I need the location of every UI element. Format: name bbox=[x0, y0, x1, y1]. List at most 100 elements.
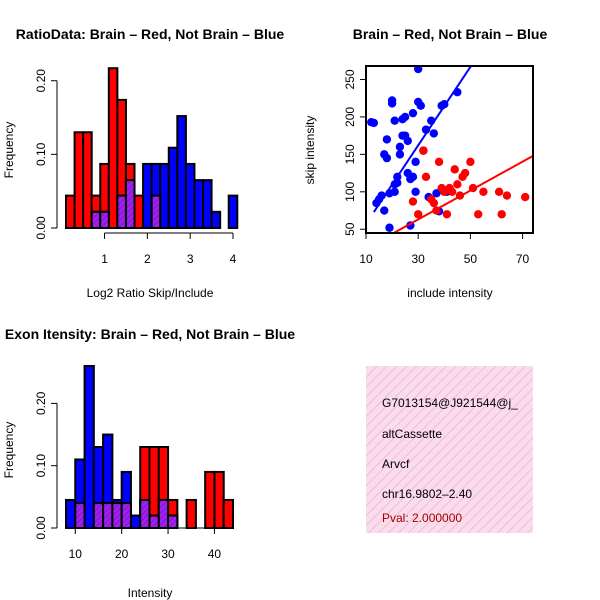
ratio-bar-brain-0.1 bbox=[65, 194, 76, 230]
scatter-y-tick-label: 50 bbox=[343, 222, 357, 236]
scatter-point-notbrain-15 bbox=[390, 187, 399, 197]
intensity-histogram-panel: Exon Itensity: Brain – Red, Not Brain – … bbox=[2, 326, 295, 600]
scatter-point-brain-2 bbox=[419, 146, 428, 155]
scatter-marks bbox=[367, 66, 533, 233]
scatter-y-tick-label: 250 bbox=[343, 69, 357, 89]
intensity-bar-overlap-26.00 bbox=[148, 514, 160, 529]
scatter-point-notbrain-39 bbox=[429, 129, 439, 138]
scatter-y-tick-label: 100 bbox=[343, 181, 357, 201]
ratio-histogram-panel: RatioData: Brain – Red, Not Brain – Blue… bbox=[2, 26, 284, 300]
info-pval: Pval: 2.000000 bbox=[382, 511, 462, 525]
scatter-point-brain-3 bbox=[421, 172, 431, 182]
intensity-bar-overlap-18.00 bbox=[111, 502, 123, 530]
ratio-bar-notbrain-3.5 bbox=[210, 210, 222, 230]
intensity-xlabel: Intensity bbox=[128, 586, 173, 600]
scatter-point-brain-24 bbox=[502, 191, 512, 200]
intensity-y-tick-label: 0.20 bbox=[34, 391, 48, 415]
ratio-bar-notbrain-3.9 bbox=[227, 194, 239, 230]
ratio-bar-notbrain-2.5 bbox=[167, 146, 179, 229]
scatter-frame bbox=[365, 65, 534, 234]
info-line-gene: Arvcf bbox=[382, 457, 410, 471]
intensity-bar-brain-42 bbox=[222, 498, 235, 530]
intensity-bar-overlap-30.00 bbox=[167, 514, 179, 529]
scatter-point-brain-20 bbox=[474, 210, 483, 219]
scatter-plot-area: 10 30 50 70 50 100 150 200 250 bbox=[343, 65, 534, 266]
ratio-bar-overlap-1.30 bbox=[116, 194, 127, 230]
scatter-point-brain-1 bbox=[413, 210, 423, 219]
scatter-x-tick-label: 10 bbox=[359, 252, 373, 266]
ratio-x-tick-label: 2 bbox=[144, 252, 151, 266]
ratio-title: RatioData: Brain – Red, Not Brain – Blue bbox=[16, 26, 285, 42]
scatter-point-brain-5 bbox=[429, 198, 439, 208]
info-line-type: altCassette bbox=[382, 427, 442, 441]
scatter-point-brain-21 bbox=[479, 187, 488, 197]
scatter-point-notbrain-31 bbox=[411, 187, 420, 197]
scatter-point-notbrain-9 bbox=[385, 223, 394, 232]
scatter-point-brain-13 bbox=[450, 165, 459, 174]
intensity-plot-area: 10 20 30 40 0.00 0.10 0.20 bbox=[34, 365, 235, 561]
scatter-point-notbrain-18 bbox=[395, 142, 405, 152]
intensity-bar-overlap-24.00 bbox=[139, 498, 151, 530]
intensity-bar-overlap-28.00 bbox=[157, 498, 170, 530]
intensity-bar-notbrain-22 bbox=[129, 514, 142, 529]
scatter-point-notbrain-24 bbox=[403, 136, 412, 146]
scatter-point-notbrain-19 bbox=[395, 150, 405, 159]
ratio-bar-brain-1.1 bbox=[107, 67, 119, 229]
scatter-point-notbrain-34 bbox=[416, 101, 425, 110]
info-line-id: G7013154@J921544@j_ bbox=[382, 396, 518, 410]
scatter-point-notbrain-29 bbox=[408, 172, 418, 182]
intensity-bar-overlap-14.00 bbox=[92, 502, 105, 530]
scatter-point-brain-10 bbox=[442, 210, 452, 219]
intensity-bar-brain-34 bbox=[185, 498, 197, 530]
ratio-bar-notbrain-3.3 bbox=[202, 179, 213, 230]
scatter-point-notbrain-32 bbox=[413, 66, 423, 74]
intensity-x-tick-label: 30 bbox=[161, 547, 175, 561]
intensity-title: Exon Itensity: Brain – Red, Not Brain – … bbox=[5, 326, 295, 342]
scatter-point-notbrain-40 bbox=[432, 189, 441, 198]
intensity-bar-overlap-16.00 bbox=[102, 502, 114, 530]
intensity-ylabel: Frequency bbox=[2, 422, 16, 479]
ratio-x-tick-label: 1 bbox=[101, 252, 108, 266]
ratio-bar-overlap-2.10 bbox=[150, 194, 162, 230]
intensity-bar-notbrain-12 bbox=[83, 365, 95, 529]
scatter-point-brain-12 bbox=[447, 187, 457, 197]
intensity-y-tick-label: 0.10 bbox=[34, 454, 48, 478]
ratio-bar-notbrain-2.3 bbox=[159, 162, 170, 230]
ratio-y-tick-label: 0.00 bbox=[34, 216, 48, 240]
ratio-bar-brain-1.7 bbox=[133, 194, 145, 230]
scatter-point-notbrain-13 bbox=[390, 116, 399, 125]
intensity-bar-brain-40 bbox=[213, 470, 225, 529]
intensity-x-tick-label: 40 bbox=[208, 547, 222, 561]
info-line-location: chr16.9802–2.40 bbox=[382, 487, 472, 501]
scatter-fit-line-notbrain bbox=[372, 66, 473, 213]
ratio-bar-notbrain-2.9 bbox=[184, 162, 196, 230]
ratio-bar-notbrain-1.9 bbox=[142, 162, 153, 230]
intensity-bar-overlap-10.00 bbox=[74, 502, 86, 530]
scatter-x-tick-label: 70 bbox=[516, 252, 530, 266]
ratio-xlabel: Log2 Ratio Skip/Include bbox=[87, 286, 214, 300]
scatter-point-brain-18 bbox=[466, 157, 475, 167]
scatter-point-brain-22 bbox=[494, 187, 504, 197]
scatter-y-tick-label: 150 bbox=[343, 144, 357, 164]
scatter-point-notbrain-8 bbox=[382, 135, 392, 144]
ratio-x-tick-label: 3 bbox=[187, 252, 194, 266]
intensity-bar-overlap-20.00 bbox=[120, 502, 132, 530]
scatter-point-notbrain-1 bbox=[369, 118, 379, 128]
scatter-x-tick-label: 50 bbox=[464, 252, 478, 266]
ratio-x-tick-label: 4 bbox=[230, 252, 237, 266]
intensity-x-tick-label: 20 bbox=[115, 547, 129, 561]
scatter-point-brain-25 bbox=[520, 192, 530, 202]
scatter-point-notbrain-28 bbox=[408, 108, 418, 118]
scatter-ylabel: skip intensity bbox=[303, 116, 317, 185]
scatter-y-tick-label: 200 bbox=[343, 107, 357, 127]
info-panel-background bbox=[366, 366, 533, 533]
scatter-point-notbrain-7 bbox=[382, 153, 392, 163]
intensity-bar-brain-38 bbox=[204, 470, 216, 529]
scatter-panel: Brain – Red, Not Brain – Blue 10 30 50 70 50… bbox=[303, 26, 547, 300]
ratio-bar-brain-0.5 bbox=[82, 131, 93, 229]
info-panel: G7013154@J921544@j_ altCassette Arvcf ch… bbox=[366, 366, 533, 533]
scatter-x-tick-label: 30 bbox=[412, 252, 426, 266]
ratio-plot-area: 1 2 3 4 0.00 0.10 0.20 bbox=[34, 67, 239, 266]
ratio-bar-brain-0.3 bbox=[73, 131, 85, 229]
